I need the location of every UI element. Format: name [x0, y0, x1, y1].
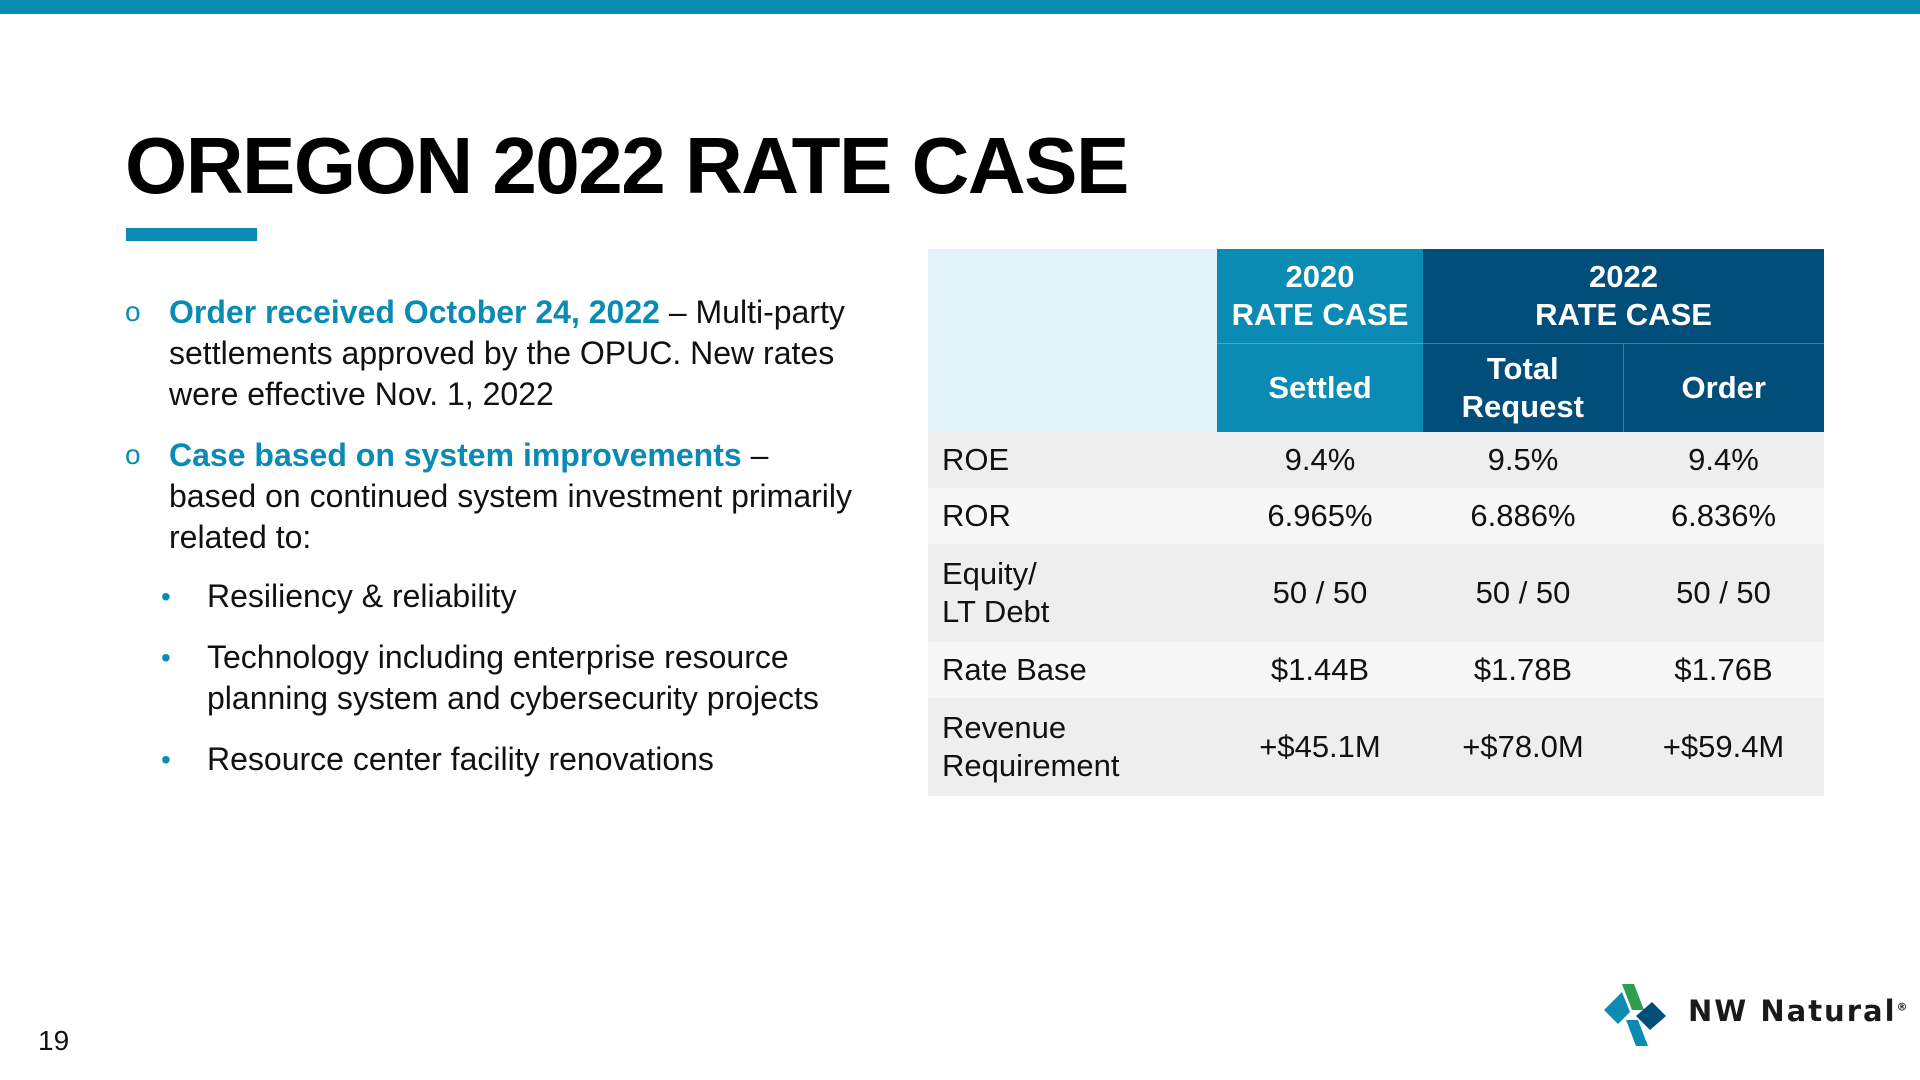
cell-order: 6.836%	[1670, 498, 1777, 533]
title-underline	[126, 228, 257, 241]
sub-bullet-text: Technology including enterprise resource…	[207, 639, 819, 716]
cell-settled: +$45.1M	[1259, 729, 1381, 764]
table-row-revenue-requirement: Revenue Requirement +$45.1M +$78.0M +$59…	[928, 698, 1825, 796]
header-2022-rate-case: 2022 RATE CASE	[1423, 249, 1825, 344]
table-header-row: 2020 RATE CASE 2022 RATE CASE	[928, 249, 1825, 432]
cell-order: +$59.4M	[1662, 729, 1785, 764]
rate-case-table: 2020 RATE CASE 2022 RATE CASE Settled To…	[928, 249, 1825, 796]
cell-settled: 6.965%	[1267, 498, 1373, 533]
sub-bullet-list: • Resiliency & reliability • Technology …	[125, 576, 855, 780]
logo-wordmark: NW Natural®	[1688, 994, 1910, 1028]
cell-total-request: 6.886%	[1470, 498, 1576, 533]
table-subheader-row: Settled Total Request Order	[928, 343, 1825, 432]
sub-bullet-marker: •	[161, 581, 171, 612]
bullet-text: – Multi-party settlements approved by th…	[169, 294, 845, 412]
cell-order: 9.4%	[1688, 442, 1759, 477]
header-settled: Settled	[1217, 343, 1423, 432]
cell-order: $1.76B	[1674, 652, 1773, 687]
bullet-system-improvements: o Case based on system improvements – ba…	[125, 435, 855, 558]
table-corner-cell	[928, 249, 1217, 432]
sub-bullet-resiliency: • Resiliency & reliability	[125, 576, 855, 617]
cell-order: 50 / 50	[1676, 575, 1771, 610]
bullet-list: o Order received October 24, 2022 – Mult…	[125, 292, 855, 800]
sub-bullet-marker: •	[161, 744, 171, 775]
table-row-roe: ROE 9.4% 9.5% 9.4%	[928, 432, 1825, 488]
table-row-rate-base: Rate Base $1.44B $1.78B $1.76B	[928, 642, 1825, 698]
table-row-equity-debt: Equity/ LT Debt 50 / 50 50 / 50 50 / 50	[928, 544, 1825, 642]
sub-bullet-text: Resource center facility renovations	[207, 741, 714, 777]
sub-bullet-marker: •	[161, 642, 171, 673]
cell-total-request: $1.78B	[1473, 652, 1573, 687]
nw-natural-logo: NW Natural®	[1600, 980, 1908, 1050]
sub-bullet-technology: • Technology including enterprise resour…	[125, 637, 855, 719]
bullet-marker: o	[125, 439, 141, 470]
bullet-order-received: o Order received October 24, 2022 – Mult…	[125, 292, 855, 415]
bullet-marker: o	[125, 296, 141, 327]
header-total-request: Total Request	[1423, 343, 1623, 432]
table-row-ror: ROR 6.965% 6.886% 6.836%	[928, 488, 1825, 544]
cell-total-request: +$78.0M	[1462, 729, 1584, 764]
bullet-text: – based on continued system investment p…	[169, 437, 852, 555]
header-2020-rate-case: 2020 RATE CASE	[1217, 249, 1423, 344]
page-number: 19	[38, 1025, 70, 1056]
row-label: Rate Base	[942, 652, 1087, 687]
bullet-highlight: Case based on system improvements	[169, 437, 742, 473]
cell-settled: $1.44B	[1270, 652, 1370, 687]
row-label: ROE	[942, 442, 1010, 477]
cell-total-request: 50 / 50	[1475, 575, 1571, 610]
row-label: Equity/ LT Debt	[942, 556, 1050, 629]
sub-bullet-resource-center: • Resource center facility renovations	[125, 739, 855, 780]
bullet-highlight: Order received October 24, 2022	[169, 294, 660, 330]
cell-settled: 9.4%	[1284, 442, 1356, 477]
cell-total-request: 9.5%	[1487, 442, 1559, 477]
top-accent-bar	[0, 0, 1920, 14]
sub-bullet-text: Resiliency & reliability	[207, 578, 517, 614]
row-label: Revenue Requirement	[942, 710, 1120, 783]
cell-settled: 50 / 50	[1272, 575, 1368, 610]
slide-title: OREGON 2022 RATE CASE	[125, 121, 1129, 210]
header-order: Order	[1622, 343, 1825, 432]
row-label: ROR	[942, 498, 1011, 533]
nw-natural-logo-icon	[1604, 984, 1666, 1046]
